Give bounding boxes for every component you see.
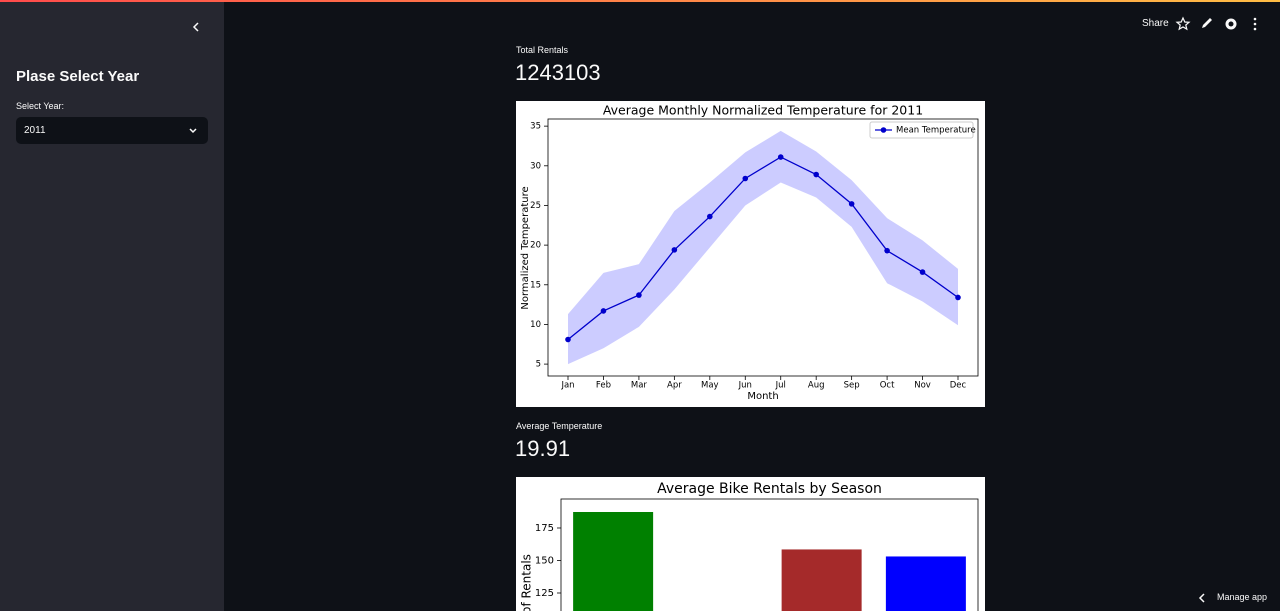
y-tick-label: 25 bbox=[530, 201, 541, 211]
legend-marker bbox=[880, 127, 887, 133]
y-tick-label: 175 bbox=[535, 523, 554, 534]
y-axis-label: Number of Rentals bbox=[520, 554, 534, 611]
y-tick-label: 10 bbox=[530, 320, 541, 330]
x-tick-label: Dec bbox=[950, 381, 967, 391]
dropdown-icon bbox=[189, 128, 197, 134]
chart-title: Average Bike Rentals by Season bbox=[657, 481, 882, 497]
manage-icon bbox=[1198, 593, 1205, 603]
series-point bbox=[813, 171, 819, 178]
y-tick-label: 20 bbox=[530, 241, 541, 251]
star-icon[interactable] bbox=[1175, 16, 1191, 31]
x-axis-label: Month bbox=[747, 391, 778, 402]
sidebar-title: Plase Select Year bbox=[16, 68, 140, 85]
series-point bbox=[777, 154, 784, 160]
github-icon-inner bbox=[1228, 21, 1234, 27]
series-point bbox=[707, 213, 713, 220]
series-point bbox=[919, 269, 926, 275]
plot-frame bbox=[560, 498, 979, 611]
chart-title: Average Monthly Normalized Temperature f… bbox=[603, 103, 923, 118]
confidence-band bbox=[568, 130, 958, 365]
bar bbox=[781, 549, 862, 611]
y-axis-label: Normalized Temperature bbox=[520, 186, 531, 309]
x-tick-label: Nov bbox=[914, 381, 931, 391]
x-tick-label: Sep bbox=[844, 381, 860, 391]
x-tick-label: Jun bbox=[738, 381, 752, 391]
series-line bbox=[567, 156, 959, 341]
select-value: 2011 bbox=[24, 125, 46, 136]
bar bbox=[885, 556, 966, 611]
year-select[interactable]: 2011 bbox=[16, 117, 208, 144]
legend-box bbox=[869, 121, 974, 139]
metric-value: 1243103 bbox=[515, 60, 601, 85]
menu-dot bbox=[1253, 27, 1257, 31]
chart-background bbox=[516, 101, 985, 407]
x-tick-label: Feb bbox=[596, 381, 611, 391]
series-point bbox=[671, 247, 678, 253]
x-tick-label: May bbox=[701, 381, 719, 391]
x-tick-label: Aug bbox=[808, 381, 825, 391]
x-tick-label: Apr bbox=[667, 381, 682, 391]
select-label: Select Year: bbox=[16, 101, 65, 111]
edit-icon[interactable] bbox=[1202, 18, 1212, 28]
x-tick-label: Jan bbox=[560, 381, 574, 391]
y-tick-label: 5 bbox=[536, 360, 541, 370]
metric-label: Average Temperature bbox=[516, 421, 603, 431]
metric-value: 19.91 bbox=[515, 436, 571, 461]
x-tick-label: Mar bbox=[631, 381, 648, 391]
y-tick-label: 30 bbox=[530, 161, 541, 171]
menu-dot bbox=[1253, 22, 1257, 26]
y-tick-label: 125 bbox=[535, 588, 554, 599]
menu-icon[interactable] bbox=[1253, 17, 1257, 21]
series-point bbox=[848, 201, 855, 207]
share-button[interactable]: Share bbox=[1142, 18, 1169, 29]
collapse-button[interactable] bbox=[190, 20, 202, 34]
series-point bbox=[742, 175, 749, 182]
bar bbox=[573, 512, 654, 611]
series-point bbox=[600, 308, 607, 314]
top-bar bbox=[0, 0, 1280, 2]
legend-label: Mean Temperature bbox=[896, 126, 976, 136]
x-tick-label: Oct bbox=[880, 381, 895, 391]
sidebar: Plase Select Year Select Year: 2011 bbox=[0, 2, 224, 611]
series-point bbox=[565, 336, 571, 343]
series-point bbox=[636, 292, 642, 298]
toolbar-icons bbox=[1175, 16, 1257, 31]
manage-app-button[interactable]: Manage app bbox=[1217, 592, 1268, 602]
y-tick-label: 35 bbox=[530, 122, 541, 132]
x-tick-label: Jul bbox=[775, 381, 786, 391]
metric-label: Total Rentals bbox=[516, 45, 569, 55]
y-tick-label: 15 bbox=[530, 280, 541, 290]
series-point bbox=[884, 247, 890, 254]
y-tick-label: 150 bbox=[535, 555, 554, 566]
series-point bbox=[955, 294, 961, 301]
plot-frame bbox=[547, 118, 979, 377]
